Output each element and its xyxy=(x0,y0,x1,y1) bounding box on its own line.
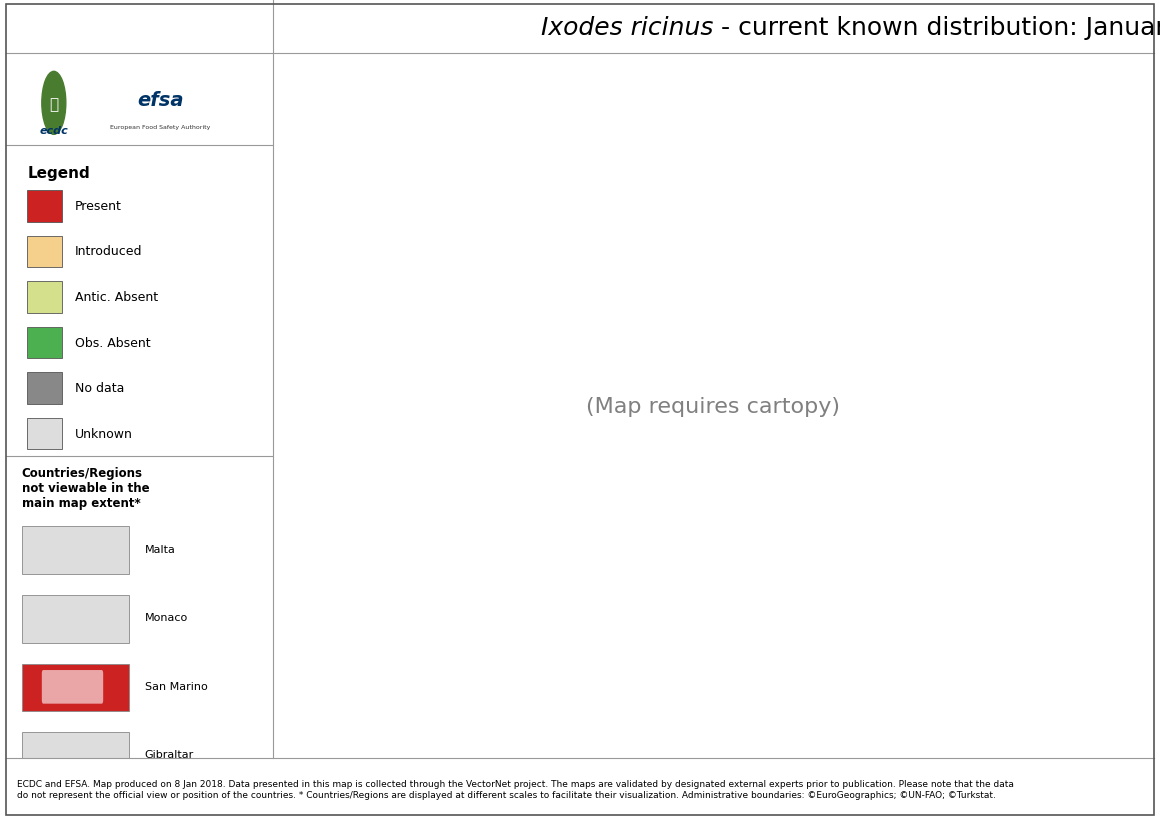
Text: Gibraltar: Gibraltar xyxy=(145,750,194,761)
Text: Malta: Malta xyxy=(145,545,175,554)
Text: No data: No data xyxy=(75,382,124,395)
Text: Antic. Absent: Antic. Absent xyxy=(75,291,158,304)
FancyBboxPatch shape xyxy=(22,527,129,574)
FancyBboxPatch shape xyxy=(27,282,61,313)
FancyBboxPatch shape xyxy=(22,801,129,819)
Text: ECDC and EFSA. Map produced on 8 Jan 2018. Data presented in this map is collect: ECDC and EFSA. Map produced on 8 Jan 201… xyxy=(17,781,1014,799)
FancyBboxPatch shape xyxy=(27,236,61,267)
FancyBboxPatch shape xyxy=(27,418,61,450)
Text: Monaco: Monaco xyxy=(145,613,188,623)
Text: Legend: Legend xyxy=(27,166,89,181)
FancyBboxPatch shape xyxy=(27,190,61,222)
Text: Unknown: Unknown xyxy=(75,428,133,441)
Bar xyxy=(6,57,273,142)
Text: European Food Safety Authority: European Food Safety Authority xyxy=(110,124,211,130)
Text: Countries/Regions
not viewable in the
main map extent*: Countries/Regions not viewable in the ma… xyxy=(22,467,150,510)
FancyBboxPatch shape xyxy=(22,732,129,780)
Text: Ixodes ricinus: Ixodes ricinus xyxy=(541,16,713,39)
FancyBboxPatch shape xyxy=(27,373,61,404)
Text: Obs. Absent: Obs. Absent xyxy=(75,337,151,350)
FancyBboxPatch shape xyxy=(27,327,61,359)
Text: Introduced: Introduced xyxy=(75,246,143,259)
Text: ecdc: ecdc xyxy=(39,126,68,136)
FancyBboxPatch shape xyxy=(22,663,129,712)
Circle shape xyxy=(42,71,66,134)
FancyBboxPatch shape xyxy=(22,595,129,643)
Text: efsa: efsa xyxy=(137,91,183,111)
Text: Present: Present xyxy=(75,200,122,213)
FancyBboxPatch shape xyxy=(42,670,103,704)
Text: San Marino: San Marino xyxy=(145,682,208,692)
Text: - current known distribution: January 2018: - current known distribution: January 20… xyxy=(713,16,1160,39)
Text: 🌐: 🌐 xyxy=(49,97,58,111)
Text: (Map requires cartopy): (Map requires cartopy) xyxy=(587,397,840,418)
FancyBboxPatch shape xyxy=(42,808,103,819)
